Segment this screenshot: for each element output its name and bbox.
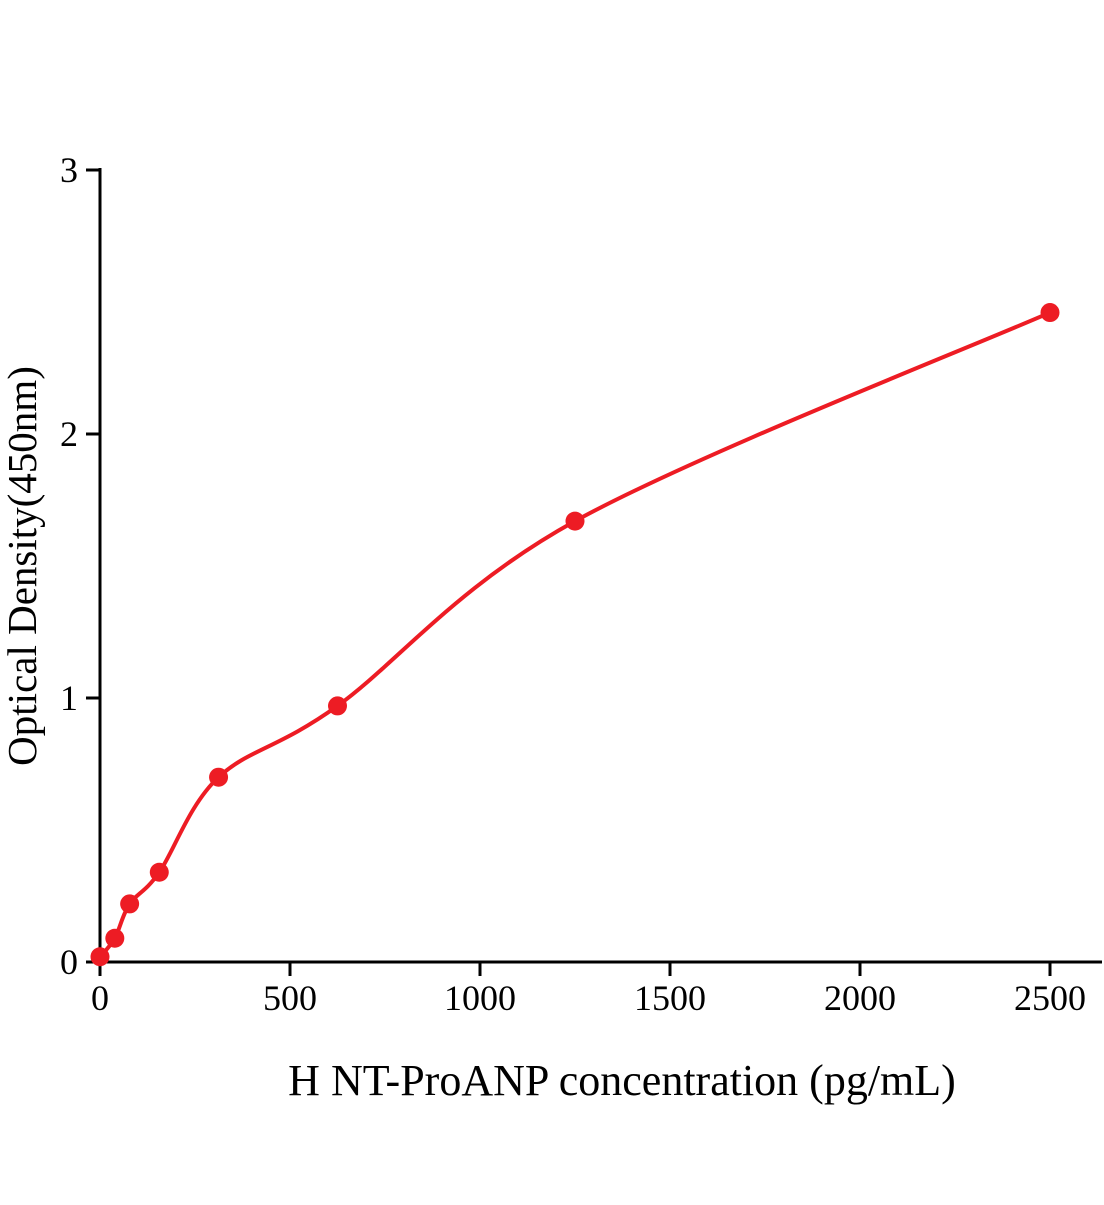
data-point	[120, 894, 140, 914]
data-point	[105, 928, 125, 948]
x-tick-label: 0	[91, 978, 109, 1018]
x-tick-label: 2500	[1014, 978, 1086, 1018]
y-tick-label: 2	[60, 414, 78, 454]
fit-curve	[98, 310, 1052, 959]
x-axis-label: H NT-ProANP concentration (pg/mL)	[288, 1056, 956, 1105]
data-point	[90, 947, 110, 967]
x-tick-label: 1000	[444, 978, 516, 1018]
y-tick-label: 3	[60, 150, 78, 190]
data-point	[149, 862, 169, 882]
data-point	[1040, 303, 1060, 323]
y-axis-label: Optical Density(450nm)	[0, 366, 45, 766]
data-point	[328, 696, 347, 716]
x-tick-label: 1500	[634, 978, 706, 1018]
x-tick-label: 2000	[824, 978, 896, 1018]
x-tick-label: 500	[263, 978, 317, 1018]
y-tick-label: 0	[60, 942, 78, 982]
y-tick-label: 1	[60, 678, 78, 718]
data-point	[209, 767, 229, 787]
data-point	[565, 511, 585, 531]
